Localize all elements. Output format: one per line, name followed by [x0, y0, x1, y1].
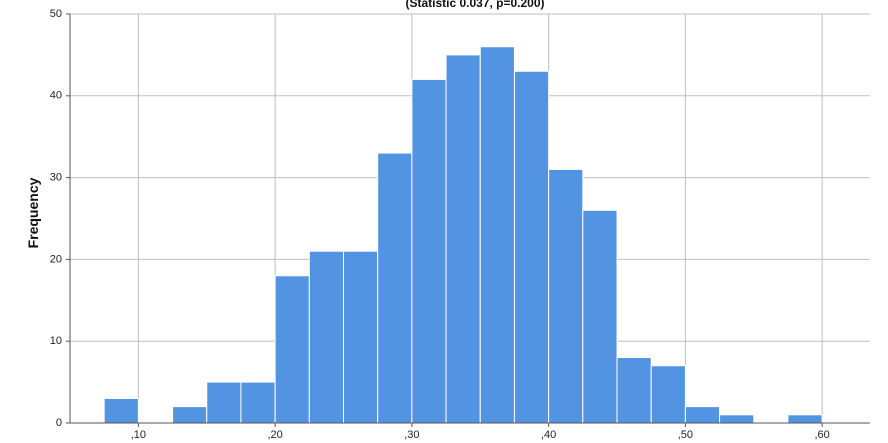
histogram-bar [377, 152, 413, 424]
histogram-bar [103, 397, 139, 424]
x-tick-label: ,60 [814, 429, 829, 441]
histogram-bar [206, 381, 242, 424]
histogram-bar [548, 168, 584, 424]
x-tick-label: ,20 [267, 429, 282, 441]
histogram-bar [582, 209, 618, 424]
x-tick-label: ,30 [404, 429, 419, 441]
histogram-bar [513, 70, 550, 424]
histogram-bar [308, 250, 345, 424]
histogram-bar [787, 414, 823, 424]
y-tick-label: 0 [56, 417, 62, 429]
histogram-bar [240, 381, 276, 424]
y-tick-label: 40 [50, 90, 62, 102]
y-tick-label: 30 [50, 172, 62, 184]
y-axis-label: Frequency [25, 177, 41, 248]
x-tick-label: ,10 [131, 429, 146, 441]
bars [103, 46, 823, 424]
histogram-bar [343, 250, 379, 424]
histogram-bar [445, 54, 481, 424]
y-tick-label: 10 [50, 335, 62, 347]
y-tick-label: 50 [50, 8, 62, 20]
x-tick-label: ,40 [541, 429, 556, 441]
tick-labels: 0 10 20 30 40 50 ,10 ,20 ,30 ,40 ,50 ,60 [50, 8, 830, 441]
axes [66, 13, 870, 427]
histogram-bar [479, 46, 515, 424]
histogram-bar [172, 406, 208, 424]
x-tick-label: ,50 [678, 429, 693, 441]
histogram-bar [719, 414, 755, 424]
chart-title: (Statistic 0.037, p=0.200) [405, 0, 544, 10]
grid-lines [70, 13, 870, 423]
histogram-bar [411, 78, 447, 424]
histogram-bar [650, 365, 686, 424]
histogram-bar [616, 357, 652, 424]
histogram-bar [684, 406, 721, 424]
histogram-bar [274, 275, 310, 424]
y-tick-label: 20 [50, 253, 62, 265]
